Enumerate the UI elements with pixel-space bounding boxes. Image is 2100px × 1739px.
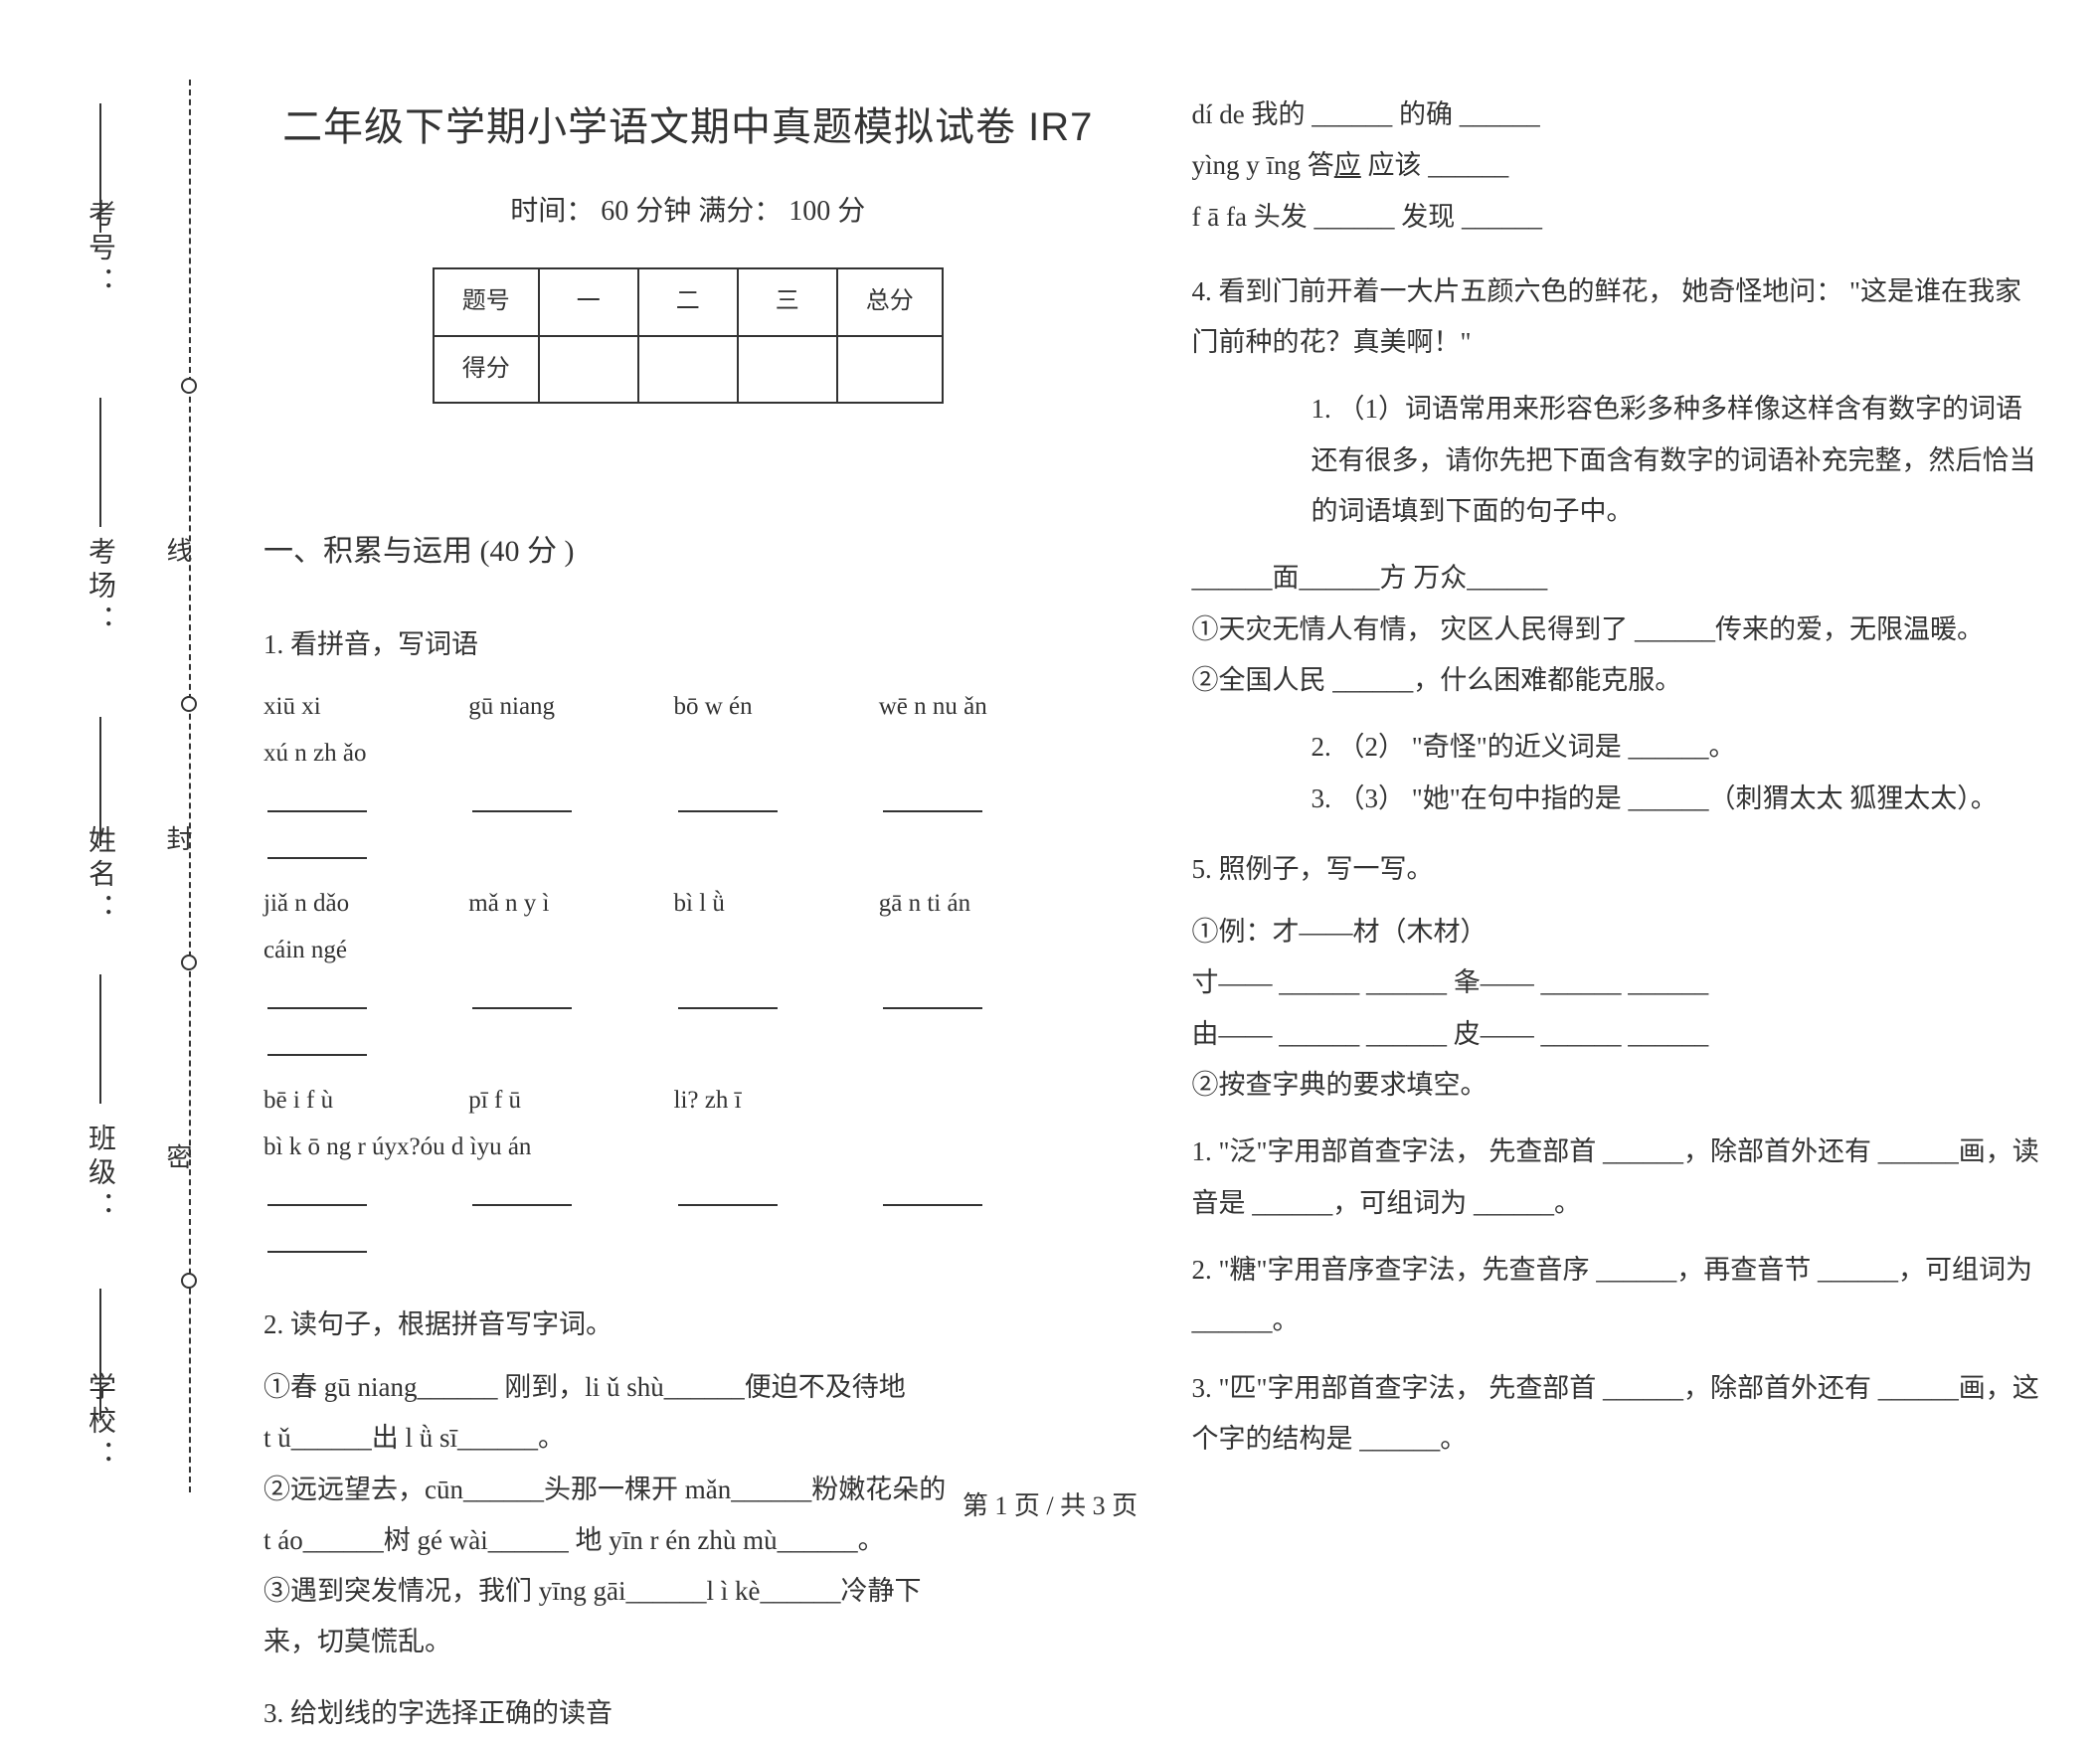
binding-mark	[99, 974, 101, 1104]
pinyin-cell: xiū xi	[263, 683, 462, 731]
pinyin-row: xiū xi gū niang bō w én wē n nu ǎn xú n …	[263, 683, 1113, 778]
q3-line: dí de 我的 ______ 的确 ______	[1192, 89, 2041, 140]
right-column: dí de 我的 ______ 的确 ______ yìng y īng 答应 …	[1192, 89, 2041, 1512]
q5-line: 由—— ______ ______ 皮—— ______ ______	[1192, 1009, 2041, 1060]
answer-blank	[678, 1202, 778, 1206]
th-three: 三	[738, 268, 837, 336]
q4-sub2: 2. （2） "奇怪"的近义词是 ______。	[1192, 722, 2041, 773]
exam-title: 二年级下学期小学语文期中真题模拟试卷 IR7	[263, 89, 1113, 165]
page-footer: 第 1 页 / 共 3 页	[0, 1485, 2100, 1522]
answer-blank	[678, 1005, 778, 1009]
answer-blank	[472, 1202, 572, 1206]
q5-d2: 2. "糖"字用音序查字法，先查音序 ______，再查音节 ______，可组…	[1192, 1245, 2041, 1347]
pinyin-cell: gū niang	[468, 683, 667, 731]
th-total: 总分	[837, 268, 943, 336]
pinyin-cell: bē i f ù	[263, 1077, 462, 1125]
answer-blank	[883, 1005, 982, 1009]
pinyin-cell: xú n zh ǎo	[263, 730, 433, 778]
q2-line: t ǔ______出 l ǜ sī______。	[263, 1413, 1113, 1464]
q4-sub1: 1. （1）词语常用来形容色彩多种多样像这样含有数字的词语还有很多，请你先把下面…	[1192, 384, 2041, 537]
q4-sub3: 3. （3） "她"在句中指的是 ______（刺猬太太 狐狸太太）。	[1192, 774, 2041, 824]
td-blank	[738, 336, 837, 404]
table-row: 得分	[434, 336, 943, 404]
binding-label-name: 姓名：	[80, 825, 119, 927]
pinyin-cell: pī f ū	[468, 1077, 667, 1125]
page-content: 二年级下学期小学语文期中真题模拟试卷 IR7 时间： 60 分钟 满分： 100…	[214, 0, 2100, 1552]
q3-span: 应该 ______	[1361, 150, 1509, 180]
question-2: 2. 读句子，根据拼音写字词。	[263, 1300, 1113, 1350]
answer-blank	[267, 1249, 367, 1253]
pinyin-cell: wē n nu ǎn	[879, 683, 1078, 731]
binding-circle	[181, 1273, 197, 1289]
q5-line: ②按查字典的要求填空。	[1192, 1060, 2041, 1111]
th-num: 题号	[434, 268, 539, 336]
pinyin-cell: gā n ti án	[879, 880, 1078, 928]
answer-blank	[883, 1202, 982, 1206]
pinyin-cell: li? zh ī	[674, 1077, 873, 1125]
td-blank	[638, 336, 738, 404]
q4-s2: ②全国人民 ______，什么困难都能克服。	[1192, 655, 2041, 706]
pinyin-cell: bì k ō ng r úyx?óu d ìyu án	[263, 1124, 531, 1171]
q3-span: yìng y īng 答	[1192, 150, 1334, 180]
q3-line: f ā fa 头发 ______ 发现 ______	[1192, 192, 2041, 243]
answer-blank	[472, 808, 572, 812]
q2-line: 来，切莫慌乱。	[263, 1617, 1113, 1667]
q2-line: ①春 gū niang______ 刚到，li ǔ shù______便迫不及待…	[263, 1362, 1113, 1413]
blank-row	[263, 1175, 1113, 1270]
answer-blank	[267, 855, 367, 859]
question-3: 3. 给划线的字选择正确的读音	[263, 1688, 1113, 1739]
th-two: 二	[638, 268, 738, 336]
binding-label-class: 班级：	[80, 1124, 119, 1225]
answer-blank	[883, 808, 982, 812]
binding-seal-feng: 封	[159, 825, 196, 851]
pinyin-cell: cáin ngé	[263, 927, 433, 974]
binding-label-exam-id: 考号：	[80, 199, 119, 300]
q4-fill: ______面______方 万众______	[1192, 553, 2041, 604]
pinyin-cell: bō w én	[674, 683, 873, 731]
pinyin-cell: mǎ n y ì	[468, 880, 667, 928]
section-title: 一、积累与运用 (40 分 )	[263, 523, 1113, 580]
binding-mark	[99, 398, 101, 527]
pinyin-row: bē i f ù pī f ū li? zh ī bì k ō ng r úyx…	[263, 1077, 1113, 1171]
q5-line: ①例：才——材（木材）	[1192, 907, 2041, 957]
answer-blank	[267, 1005, 367, 1009]
question-1: 1. 看拼音，写词语	[263, 619, 1113, 670]
score-table: 题号 一 二 三 总分 得分	[433, 267, 944, 404]
binding-seal-mi: 密	[159, 1143, 196, 1169]
td-score-label: 得分	[434, 336, 539, 404]
exam-subtitle: 时间： 60 分钟 满分： 100 分	[263, 185, 1113, 238]
table-row: 题号 一 二 三 总分	[434, 268, 943, 336]
blank-row	[263, 782, 1113, 876]
binding-label-room: 考场：	[80, 537, 119, 638]
q2-line: t áo______树 gé wài______ 地 yīn r én zhù …	[263, 1515, 1113, 1566]
pinyin-cell: bì l ǜ	[674, 880, 873, 928]
binding-circle	[181, 955, 197, 970]
td-blank	[837, 336, 943, 404]
binding-seal-line: 线	[159, 537, 196, 563]
q5-line: 寸—— ______ ______ 夆—— ______ ______	[1192, 957, 2041, 1008]
question-5: 5. 照例子，写一写。	[1192, 844, 2041, 895]
binding-circle	[181, 378, 197, 394]
pinyin-row: jiǎ n dǎo mǎ n y ì bì l ǜ gā n ti án cái…	[263, 880, 1113, 974]
q2-line: ③遇到突发情况，我们 yīng gāi______l ì kè______冷静下	[263, 1566, 1113, 1617]
underlined-char: 应	[1334, 150, 1361, 180]
answer-blank	[472, 1005, 572, 1009]
q5-d1: 1. "泛"字用部首查字法， 先查部首 ______，除部首外还有 ______…	[1192, 1127, 2041, 1229]
q5-d3: 3. "匹"字用部首查字法， 先查部首 ______，除部首外还有 ______…	[1192, 1363, 2041, 1466]
answer-blank	[678, 808, 778, 812]
binding-circle	[181, 696, 197, 712]
binding-label-school: 学校：	[80, 1372, 119, 1474]
td-blank	[539, 336, 638, 404]
question-4: 4. 看到门前开着一大片五颜六色的鲜花， 她奇怪地问： "这是谁在我家门前种的花…	[1192, 266, 2041, 369]
answer-blank	[267, 1202, 367, 1206]
answer-blank	[267, 808, 367, 812]
blank-row	[263, 978, 1113, 1073]
q4-s1: ①天灾无情人有情， 灾区人民得到了 ______传来的爱，无限温暖。	[1192, 605, 2041, 655]
left-column: 二年级下学期小学语文期中真题模拟试卷 IR7 时间： 60 分钟 满分： 100…	[263, 89, 1113, 1512]
binding-margin: 考号： 考场： 姓名： 班级： 学校： 线 封 密	[0, 0, 214, 1552]
answer-blank	[267, 1052, 367, 1056]
q3-line: yìng y īng 答应 应该 ______	[1192, 140, 2041, 191]
th-one: 一	[539, 268, 638, 336]
pinyin-cell: jiǎ n dǎo	[263, 880, 462, 928]
